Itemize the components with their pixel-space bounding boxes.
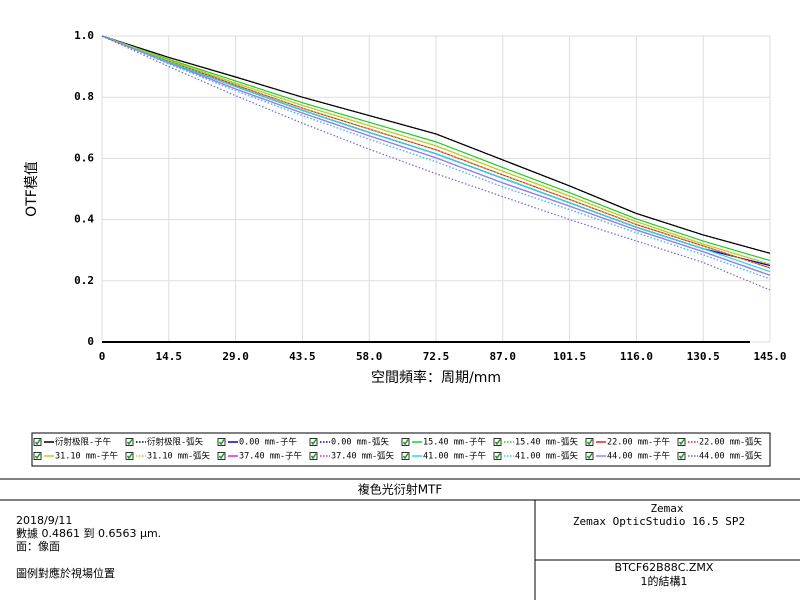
legend-label: 41.00 mm-弧矢: [515, 451, 579, 462]
x-tick-label: 101.5: [553, 350, 586, 363]
legend-check: [586, 439, 593, 446]
info-text: 面：像面: [16, 540, 60, 553]
x-tick-label: 14.5: [156, 350, 183, 363]
x-tick-label: 72.5: [423, 350, 450, 363]
x-tick-label: 29.0: [222, 350, 249, 363]
series-line: [101, 35, 771, 265]
legend-label: 44.00 mm-弧矢: [699, 451, 763, 462]
y-tick-label: 0.4: [74, 213, 94, 226]
x-tick-label: 0: [99, 350, 106, 363]
legend-check: [678, 453, 685, 460]
x-tick-label: 116.0: [620, 350, 653, 363]
legend-box: [31, 432, 771, 467]
info-text: 1的結構1: [641, 574, 688, 588]
info-text: Zemax OpticStudio 16.5 SP2: [573, 515, 745, 528]
series-line: [101, 35, 771, 291]
series-line: [101, 35, 771, 262]
x-tick-label: 43.5: [289, 350, 316, 363]
legend-label: 22.00 mm-子午: [607, 437, 671, 448]
legend-check: [34, 439, 41, 446]
legend-label: 41.00 mm-子午: [423, 451, 487, 462]
x-tick-label: 130.5: [687, 350, 720, 363]
legend-check: [310, 453, 317, 460]
legend-label: 15.40 mm-弧矢: [515, 437, 579, 448]
legend-check: [218, 453, 225, 460]
y-tick-label: 0.8: [74, 90, 94, 103]
legend-label: 衍射极限-弧矢: [147, 437, 204, 448]
legend-check: [218, 439, 225, 446]
legend-check: [586, 453, 593, 460]
series-line: [101, 35, 771, 280]
info-text: Zemax: [650, 502, 683, 515]
legend-check: [494, 453, 501, 460]
legend-check: [402, 453, 409, 460]
info-text: 2018/9/11: [16, 514, 72, 527]
y-tick-label: 0: [87, 335, 94, 348]
series-line: [101, 35, 771, 254]
legend-label: 44.00 mm-子午: [607, 451, 671, 462]
info-text: 圖例對應於視場位置: [16, 566, 115, 580]
legend-label: 31.10 mm-子午: [55, 451, 119, 462]
y-tick-label: 0.6: [74, 151, 94, 164]
legend-check: [494, 439, 501, 446]
series-line: [101, 35, 771, 273]
panel-title: 複色光衍射MTF: [358, 482, 443, 497]
legend-label: 衍射极限-子午: [55, 437, 112, 448]
y-axis-label: OTF模值: [24, 161, 40, 217]
x-tick-label: 58.0: [356, 350, 383, 363]
legend-label: 37.40 mm-弧矢: [331, 451, 395, 462]
legend-label: 22.00 mm-弧矢: [699, 437, 763, 448]
y-tick-label: 0.2: [74, 274, 94, 287]
info-panel: [0, 478, 800, 600]
legend-check: [126, 439, 133, 446]
legend-check: [402, 439, 409, 446]
legend-check: [678, 439, 685, 446]
x-tick-label: 87.0: [490, 350, 517, 363]
legend-label: 0.00 mm-弧矢: [331, 437, 389, 448]
legend-check: [126, 453, 133, 460]
legend-label: 37.40 mm-子午: [239, 451, 303, 462]
legend-check: [34, 453, 41, 460]
x-axis-label: 空間頻率：周期/mm: [371, 369, 501, 386]
legend-check: [310, 439, 317, 446]
series-line: [101, 35, 771, 269]
legend-label: 0.00 mm-子午: [239, 437, 297, 448]
series-line: [101, 35, 771, 276]
x-tick-label: 145.0: [753, 350, 786, 363]
legend-label: 15.40 mm-子午: [423, 437, 487, 448]
info-text: 數據 0.4861 到 0.6563 μm.: [16, 526, 161, 540]
legend-label: 31.10 mm-弧矢: [147, 451, 211, 462]
info-text: BTCF62B88C.ZMX: [615, 561, 714, 574]
y-tick-label: 1.0: [74, 29, 94, 42]
